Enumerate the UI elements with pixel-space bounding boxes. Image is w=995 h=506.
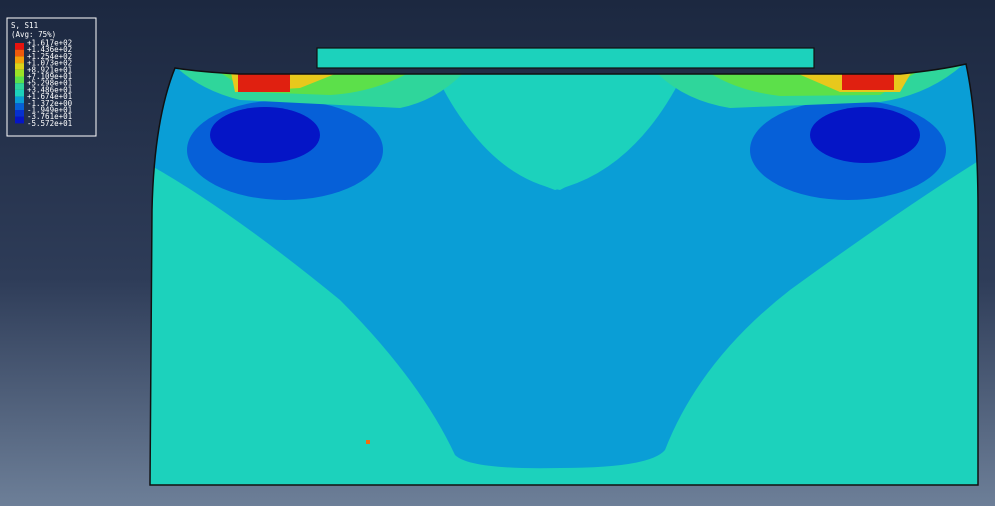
point-marker (366, 440, 370, 444)
legend-swatch (15, 76, 24, 84)
legend-label: +1.674e+01 (27, 92, 72, 101)
band-min-left (210, 107, 320, 163)
band-min-right (810, 107, 920, 163)
legend-swatch (15, 96, 24, 104)
legend-label: -1.949e+01 (27, 106, 72, 115)
legend-swatch (15, 43, 24, 50)
legend-label: -3.761e+01 (27, 112, 72, 121)
legend-label: +5.298e+01 (27, 79, 72, 88)
legend: S, S11 (Avg: 75%) +1.617e+02+1.436e+02+1… (6, 17, 97, 137)
band-red-left (238, 70, 290, 92)
legend-frame (6, 17, 97, 137)
legend-swatch (15, 83, 24, 90)
legend-swatch (15, 69, 24, 77)
legend-swatch (15, 56, 24, 64)
legend-swatch (15, 89, 24, 97)
legend-label: +3.486e+01 (27, 85, 72, 94)
top-plate (316, 47, 815, 69)
legend-subtitle: (Avg: 75%) (11, 30, 56, 39)
legend-swatch (15, 103, 24, 110)
legend-label: +1.254e+02 (27, 52, 72, 61)
contour (150, 64, 978, 485)
legend-label: +1.073e+02 (27, 59, 72, 68)
legend-label: -5.572e+01 (27, 119, 72, 128)
legend-swatch (15, 116, 24, 124)
legend-swatch (15, 110, 24, 117)
legend-label: -1.372e+00 (27, 99, 73, 108)
legend-label: +1.617e+02 (27, 39, 72, 48)
legend-title: S, S11 (11, 21, 38, 30)
legend-swatch (15, 49, 24, 57)
legend-label: +1.436e+02 (27, 45, 72, 54)
body-outline (149, 63, 979, 486)
legend-swatch (15, 63, 24, 70)
legend-label: +8.921e+01 (27, 65, 72, 74)
band-teal-top (430, 64, 690, 190)
legend-label: +7.109e+01 (27, 72, 72, 81)
